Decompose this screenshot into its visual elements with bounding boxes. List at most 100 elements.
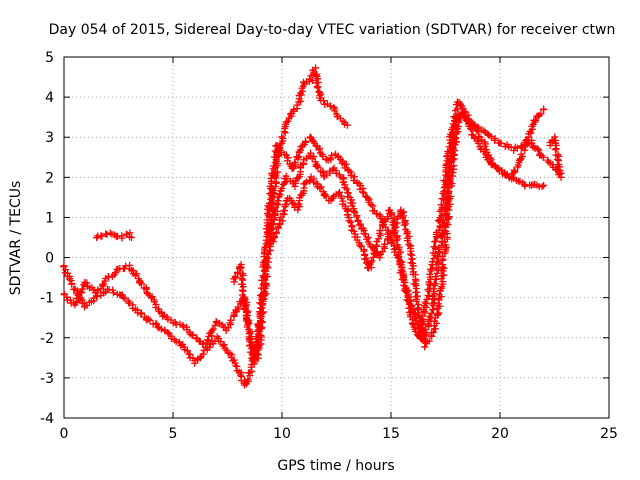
data-point [312,64,320,72]
data-point [426,281,434,289]
data-point [552,145,560,153]
data-point [441,178,449,186]
y-tick-label: 3 [45,130,54,146]
data-point [278,185,286,193]
data-point [215,319,223,327]
data-point [189,331,197,339]
data-point [70,285,78,293]
data-point [109,289,117,297]
data-point [426,270,434,278]
data-point [283,175,291,183]
data-point [322,193,330,201]
data-point [67,277,75,285]
data-point [537,110,545,118]
data-point [326,167,334,175]
data-point [301,137,309,145]
data-point [330,103,338,111]
data-point [267,224,275,232]
data-point [540,181,548,189]
data-point [510,147,518,155]
data-point [313,162,321,170]
data-point [314,163,322,171]
data-point [268,169,276,177]
plot-frame [63,56,610,419]
data-point [427,310,435,318]
series-track-a [60,64,351,362]
y-tick-label: -4 [40,411,54,427]
data-point [408,265,416,273]
data-point [435,309,443,317]
data-point [540,105,548,113]
data-point [403,237,411,245]
data-point [256,308,264,316]
data-point [332,169,340,177]
data-point [272,228,280,236]
data-point [336,188,344,196]
data-markers [60,64,565,389]
data-point [359,188,367,196]
data-point [137,280,145,288]
data-point [321,191,329,199]
data-point [94,286,102,294]
data-point [273,197,281,205]
data-point [350,207,358,215]
data-point [533,145,541,153]
data-point [435,227,443,235]
data-point [237,264,245,272]
data-point [204,336,212,344]
data-point [220,341,228,349]
data-point [256,318,264,326]
data-point [264,251,272,259]
data-point [305,77,313,85]
data-point [291,182,299,190]
data-point [294,154,302,162]
data-point [376,211,384,219]
data-point [98,232,106,240]
data-point [301,179,309,187]
data-point [431,325,439,333]
data-point [521,182,529,190]
data-point [221,323,229,331]
data-point [367,258,375,266]
data-point [393,235,401,243]
y-axis-label: SDTVAR / TECUs [8,181,24,296]
data-point [372,210,380,218]
data-point [282,200,290,208]
data-point [278,133,286,141]
data-point [306,176,314,184]
data-point [237,371,245,379]
data-point [105,273,113,281]
data-point [315,146,323,154]
data-point [400,221,408,229]
data-point [399,212,407,220]
data-point [316,184,324,192]
y-tick-label: 1 [45,210,54,226]
data-point [227,316,235,324]
data-point [490,136,498,144]
data-point [409,270,417,278]
data-point [383,213,391,221]
data-point [391,245,399,253]
data-point [128,234,136,241]
data-point [244,375,252,383]
data-point [273,207,281,215]
data-point [452,128,460,136]
data-point [453,112,461,120]
data-point [392,236,400,244]
data-point [261,256,269,264]
x-tick-label: 10 [273,426,291,442]
data-point [357,220,365,228]
data-point [368,257,376,265]
data-point [381,240,389,248]
data-point [284,117,292,125]
data-point [430,255,438,263]
data-point [271,159,279,167]
data-point [280,207,288,215]
data-point [460,113,468,121]
data-point [412,327,420,335]
data-point [413,292,421,300]
data-point [308,154,316,162]
data-point [264,211,272,219]
series-track-g [546,133,565,177]
data-point [259,280,267,288]
